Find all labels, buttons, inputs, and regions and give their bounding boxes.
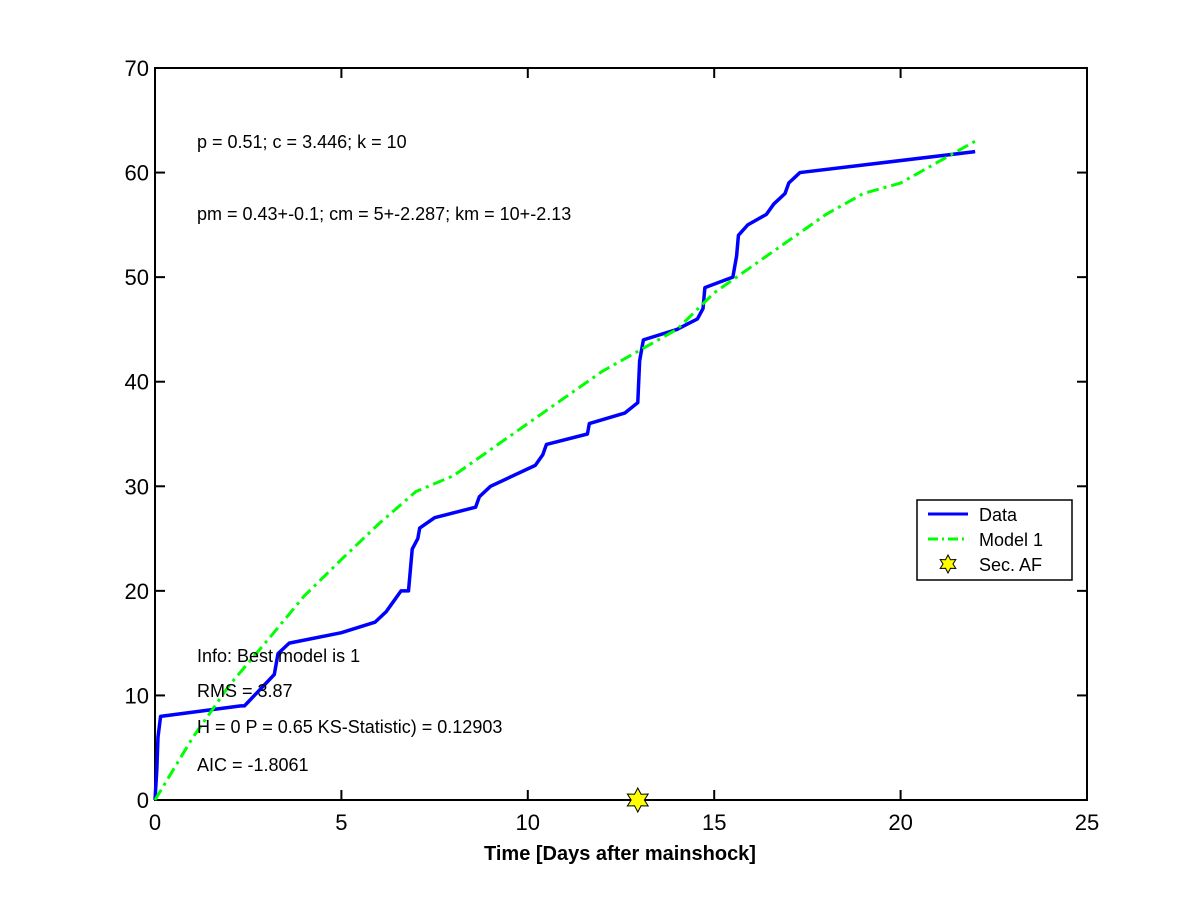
- annotation-aic: AIC = -1.8061: [197, 755, 309, 775]
- x-axis-label: Time [Days after mainshock]: [484, 843, 756, 865]
- series-model-1-line: [153, 139, 976, 801]
- annotation-params: p = 0.51; c = 3.446; k = 10: [197, 132, 407, 152]
- series-data-line: [153, 149, 976, 801]
- y-tick-label: 0: [137, 788, 149, 813]
- y-tick-label: 20: [125, 579, 149, 604]
- legend-label-data: Data: [979, 505, 1018, 525]
- series-sec-af-marker: [626, 786, 650, 814]
- x-tick-label: 10: [516, 810, 540, 835]
- legend-label-secaf: Sec. AF: [979, 555, 1042, 575]
- y-tick-label: 30: [125, 474, 149, 499]
- y-tick-label: 50: [125, 265, 149, 290]
- y-tick-label: 60: [125, 161, 149, 186]
- legend-swatch-star-icon: [939, 553, 957, 575]
- y-tick-label: 70: [125, 56, 149, 81]
- annotation-info: Info: Best model is 1: [197, 646, 360, 666]
- annotation-model-params: pm = 0.43+-0.1; cm = 5+-2.287; km = 10+-…: [197, 204, 571, 224]
- legend: Data Model 1 Sec. AF: [916, 499, 1073, 581]
- axis-ticks: 0 5 10 15 20 25 0 10 20 30 40 50 60 70: [125, 56, 1100, 835]
- annotation-rms: RMS = 3.87: [197, 681, 293, 701]
- legend-label-model: Model 1: [979, 530, 1043, 550]
- x-tick-label: 20: [888, 810, 912, 835]
- annotation-ks: H = 0 P = 0.65 KS-Statistic) = 0.12903: [197, 717, 502, 737]
- x-tick-label: 25: [1075, 810, 1099, 835]
- x-tick-label: 15: [702, 810, 726, 835]
- y-tick-label: 40: [125, 370, 149, 395]
- plot-area: [154, 67, 1088, 801]
- x-tick-label: 0: [149, 810, 161, 835]
- series-layer: [153, 139, 976, 814]
- x-tick-label: 5: [335, 810, 347, 835]
- y-tick-label: 10: [125, 683, 149, 708]
- legend-star-shape: [939, 553, 957, 575]
